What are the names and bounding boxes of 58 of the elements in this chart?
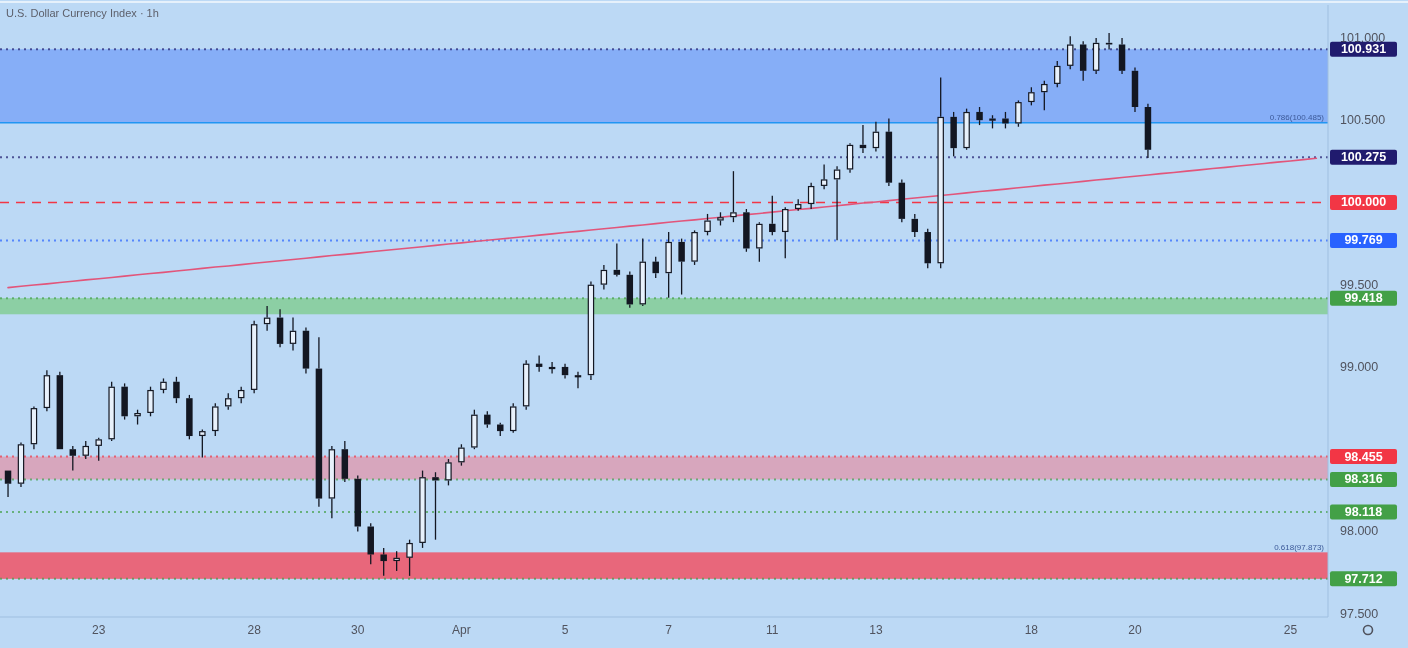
band-label: 0.786(100.485) bbox=[1269, 113, 1325, 123]
x-tick-label: 7 bbox=[665, 623, 673, 637]
ref-line-label: 99.769 bbox=[1344, 233, 1383, 248]
line-series bbox=[7, 157, 1318, 289]
x-tick-label: 28 bbox=[247, 623, 262, 637]
candlestick bbox=[600, 264, 608, 291]
candlestick bbox=[820, 163, 828, 190]
chart-title: U.S. Dollar Currency Index · 1h bbox=[6, 7, 159, 19]
ref-line-label: 98.316 bbox=[1344, 472, 1383, 487]
candlestick bbox=[522, 359, 530, 411]
x-tick-label: 23 bbox=[92, 623, 106, 637]
x-tick-label: 25 bbox=[1283, 623, 1298, 637]
ref-line-label: 100.931 bbox=[1340, 42, 1387, 57]
y-tick-label: 99.500 bbox=[1340, 277, 1379, 292]
candlestick bbox=[561, 363, 569, 380]
y-tick-label: 101.000 bbox=[1340, 30, 1386, 45]
y-tick-label: 98.000 bbox=[1340, 524, 1379, 539]
candlestick bbox=[315, 336, 323, 508]
candlestick bbox=[833, 165, 841, 241]
ref-line-label: 97.712 bbox=[1344, 571, 1383, 586]
candlestick bbox=[872, 121, 880, 153]
candlestick bbox=[1092, 37, 1100, 75]
candlestick bbox=[30, 405, 38, 450]
candlestick bbox=[587, 280, 595, 381]
candlestick bbox=[276, 308, 284, 348]
candlestick bbox=[846, 142, 854, 174]
x-tick-label: 18 bbox=[1024, 623, 1039, 637]
candlestick bbox=[1144, 103, 1152, 159]
candlestick bbox=[43, 369, 51, 412]
candlestick bbox=[639, 237, 646, 307]
candlestick bbox=[1131, 66, 1139, 113]
candlestick bbox=[885, 117, 893, 187]
candlestick bbox=[199, 428, 206, 459]
x-tick-label: Apr bbox=[452, 623, 471, 637]
candlestick bbox=[302, 326, 310, 375]
x-tick-label: 5 bbox=[561, 623, 569, 637]
ref-line-label: 98.455 bbox=[1344, 449, 1383, 464]
candlestick bbox=[17, 441, 25, 488]
y-tick-label: 99.000 bbox=[1340, 359, 1379, 374]
candlestick bbox=[1118, 37, 1126, 75]
candlestick bbox=[574, 371, 582, 389]
x-tick-label: 13 bbox=[869, 623, 883, 637]
ref-line-label: 100.000 bbox=[1340, 195, 1387, 210]
x-tick-label: 30 bbox=[351, 623, 365, 637]
candlestick bbox=[548, 361, 556, 375]
y-tick-label: 97.500 bbox=[1340, 606, 1379, 621]
candlestick bbox=[289, 316, 297, 352]
candlestick bbox=[782, 206, 789, 259]
band-label: 0.618(97.873) bbox=[1274, 542, 1325, 552]
candlestick bbox=[250, 320, 258, 394]
ref-line-label: 99.418 bbox=[1344, 291, 1383, 306]
ref-line-label: 100.275 bbox=[1340, 150, 1387, 165]
x-tick-label: 11 bbox=[766, 623, 779, 637]
ref-line-label: 98.118 bbox=[1344, 505, 1383, 520]
x-tick-label: 20 bbox=[1128, 623, 1142, 637]
candlestick bbox=[121, 382, 128, 421]
y-tick-label: 100.500 bbox=[1340, 113, 1386, 128]
candlestick bbox=[328, 445, 336, 519]
